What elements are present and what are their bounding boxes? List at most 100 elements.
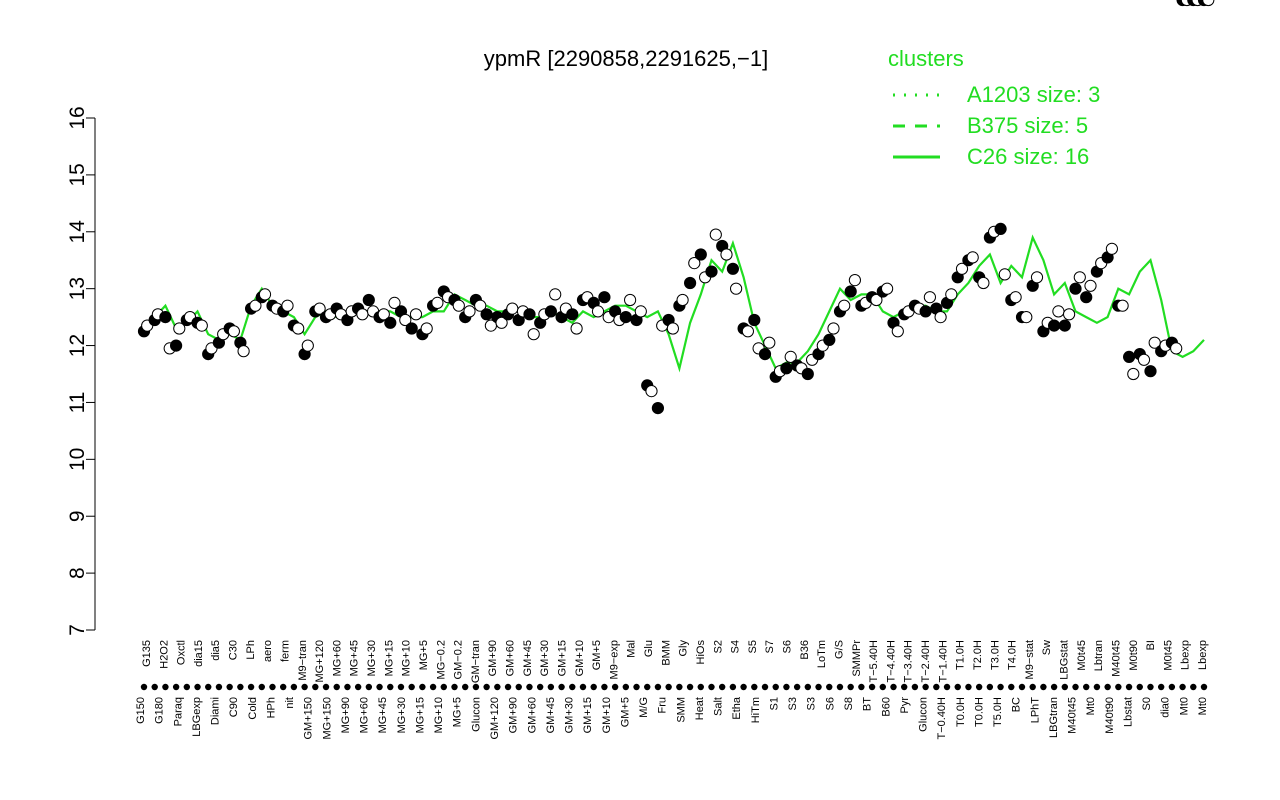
x-tick-label: Oxctl <box>176 640 188 665</box>
data-point <box>431 296 444 309</box>
x-tick-marker <box>462 683 469 691</box>
x-tick-marker <box>194 683 201 691</box>
x-tick-marker <box>708 683 715 691</box>
x-tick-marker <box>686 683 694 691</box>
data-point <box>634 305 647 318</box>
x-tick-label: Lbstat <box>1122 697 1134 727</box>
x-tick-label: GM+5 <box>591 640 603 670</box>
x-tick-label: S6 <box>782 640 794 653</box>
x-tick-label: Mal <box>626 640 638 658</box>
data-point <box>763 336 776 349</box>
x-tick-marker <box>858 683 865 691</box>
data-point <box>801 367 814 381</box>
x-tick-marker <box>954 683 961 691</box>
y-tick-label: 7 <box>66 624 89 636</box>
x-tick-marker <box>365 683 373 691</box>
x-tick-marker <box>654 683 662 691</box>
x-tick-label: C90 <box>228 697 240 717</box>
x-tick-label: SMM <box>675 697 687 723</box>
data-point <box>741 325 755 338</box>
data-point <box>237 345 250 358</box>
x-tick-label: S8 <box>843 697 855 710</box>
x-tick-marker <box>836 683 844 691</box>
x-tick-marker <box>729 683 737 691</box>
x-tick-marker <box>440 683 447 691</box>
x-tick-marker <box>772 683 779 691</box>
data-point <box>173 322 186 335</box>
x-tick-label: MG+60 <box>359 697 371 733</box>
data-point <box>1030 271 1044 284</box>
data-point <box>651 402 665 415</box>
x-tick-marker <box>751 683 758 691</box>
data-point <box>705 265 718 278</box>
x-tick-marker <box>408 683 415 691</box>
x-tick-marker <box>579 683 587 691</box>
x-tick-label: MG−0.2 <box>435 640 447 679</box>
x-tick-label: MG+15 <box>414 697 426 733</box>
x-tick-marker <box>269 683 276 691</box>
x-tick-label: M9−stat <box>1024 640 1036 679</box>
x-tick-marker <box>868 683 876 691</box>
data-point <box>624 293 637 307</box>
x-tick-marker <box>847 683 854 691</box>
x-tick-label: Heat <box>694 697 706 720</box>
x-tick-label: MG+15 <box>383 640 395 676</box>
data-point <box>258 288 272 301</box>
data-point <box>591 305 605 318</box>
data-point <box>1058 319 1071 332</box>
x-tick-label: Paraq <box>172 697 184 726</box>
x-tick-marker <box>515 683 522 691</box>
data-point <box>780 362 793 375</box>
data-point <box>934 311 947 324</box>
data-point <box>281 299 294 312</box>
x-tick-label: B36 <box>799 640 811 660</box>
data-point <box>570 322 583 335</box>
x-tick-label: G150 <box>135 697 147 724</box>
x-tick-label: T4.0H <box>1007 640 1019 670</box>
x-tick-label: S3 <box>787 697 799 710</box>
data-point <box>827 322 840 335</box>
x-tick-marker <box>1200 683 1208 691</box>
x-tick-label: dia0 <box>1160 697 1172 718</box>
x-tick-marker <box>387 683 394 691</box>
x-tick-label: MG+60 <box>331 640 343 676</box>
x-tick-marker <box>890 683 897 691</box>
x-tick-label: Lbtran <box>1093 640 1105 671</box>
data-point <box>709 228 722 241</box>
data-point <box>566 308 579 321</box>
x-tick-label: LBGtran <box>1048 697 1060 738</box>
x-tick-label: T−2.40H <box>920 640 932 683</box>
data-point <box>420 322 433 335</box>
x-tick-marker <box>322 683 330 691</box>
x-tick-marker <box>279 683 287 691</box>
x-tick-marker <box>183 683 191 691</box>
x-tick-label: Pyr <box>899 697 911 714</box>
x-tick-marker <box>1029 683 1036 691</box>
data-point <box>848 274 862 287</box>
x-tick-label: T−0.40H <box>936 697 948 740</box>
x-tick-label: MG+150 <box>321 697 333 740</box>
x-tick-label: HPh <box>265 697 277 718</box>
x-tick-label: T−3.40H <box>903 640 915 683</box>
x-tick-marker <box>601 683 608 691</box>
x-tick-label: MG+90 <box>340 697 352 733</box>
data-point <box>1009 291 1022 304</box>
x-tick-marker <box>1115 683 1122 691</box>
x-tick-label: Lbexp <box>1197 640 1209 670</box>
x-tick-label: T2.0H <box>972 640 984 670</box>
x-tick-label: Etha <box>731 696 743 720</box>
x-tick-label: GM+30 <box>564 697 576 733</box>
x-tick-label: GM+30 <box>539 640 551 676</box>
data-point <box>1202 0 1215 7</box>
data-point <box>384 316 397 329</box>
data-point <box>170 339 183 352</box>
x-tick-label: Diami <box>210 697 222 725</box>
x-tick-marker <box>226 683 233 691</box>
x-tick-label: dia15 <box>193 640 205 667</box>
x-tick-marker <box>622 683 630 691</box>
x-tick-label: M40t90 <box>1104 697 1116 734</box>
data-point <box>523 308 536 321</box>
x-tick-marker <box>301 683 308 691</box>
x-tick-label: T0.0H <box>955 697 967 727</box>
